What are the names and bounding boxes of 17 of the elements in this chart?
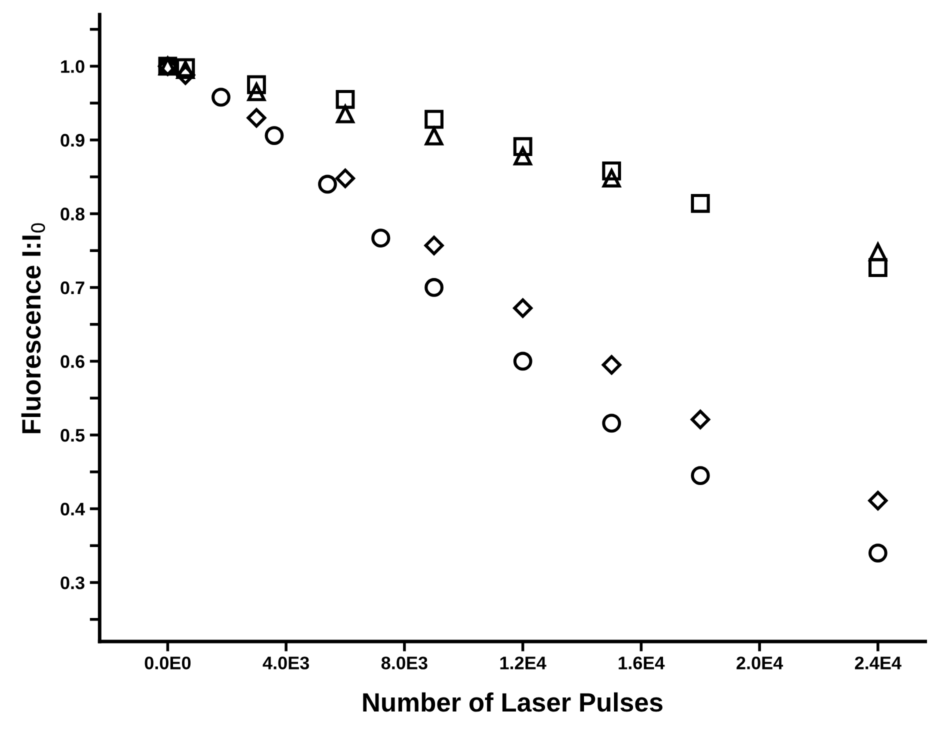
x-tick-label: 1.6E4 [618, 656, 665, 670]
y-tick-label: 0.5 [60, 428, 85, 442]
y-tick-label: 0.4 [60, 502, 85, 516]
x-tick-label: 2.0E4 [736, 656, 784, 670]
x-tick-label: 2.4E4 [854, 656, 902, 670]
y-tick-label: 0.7 [60, 281, 84, 294]
y-tick-label: 1.0 [61, 60, 84, 73]
y-tick-label: 0.3 [60, 576, 84, 590]
x-tick-label: 8.0E3 [381, 656, 428, 670]
y-tick-label: 0.9 [60, 134, 84, 147]
y-axis-title: Fluorescence I:I$_{0}$ [21, 223, 46, 434]
x-tick-label: 0.0E0 [144, 656, 191, 670]
x-tick-label: 1.2E4 [500, 656, 546, 670]
x-tick-label: 4.0E3 [262, 656, 310, 670]
x-axis-title: Number of Laser Pulses [363, 692, 662, 712]
y-tick-label: 0.6 [60, 355, 84, 368]
y-tick-label: 0.8 [60, 208, 85, 220]
